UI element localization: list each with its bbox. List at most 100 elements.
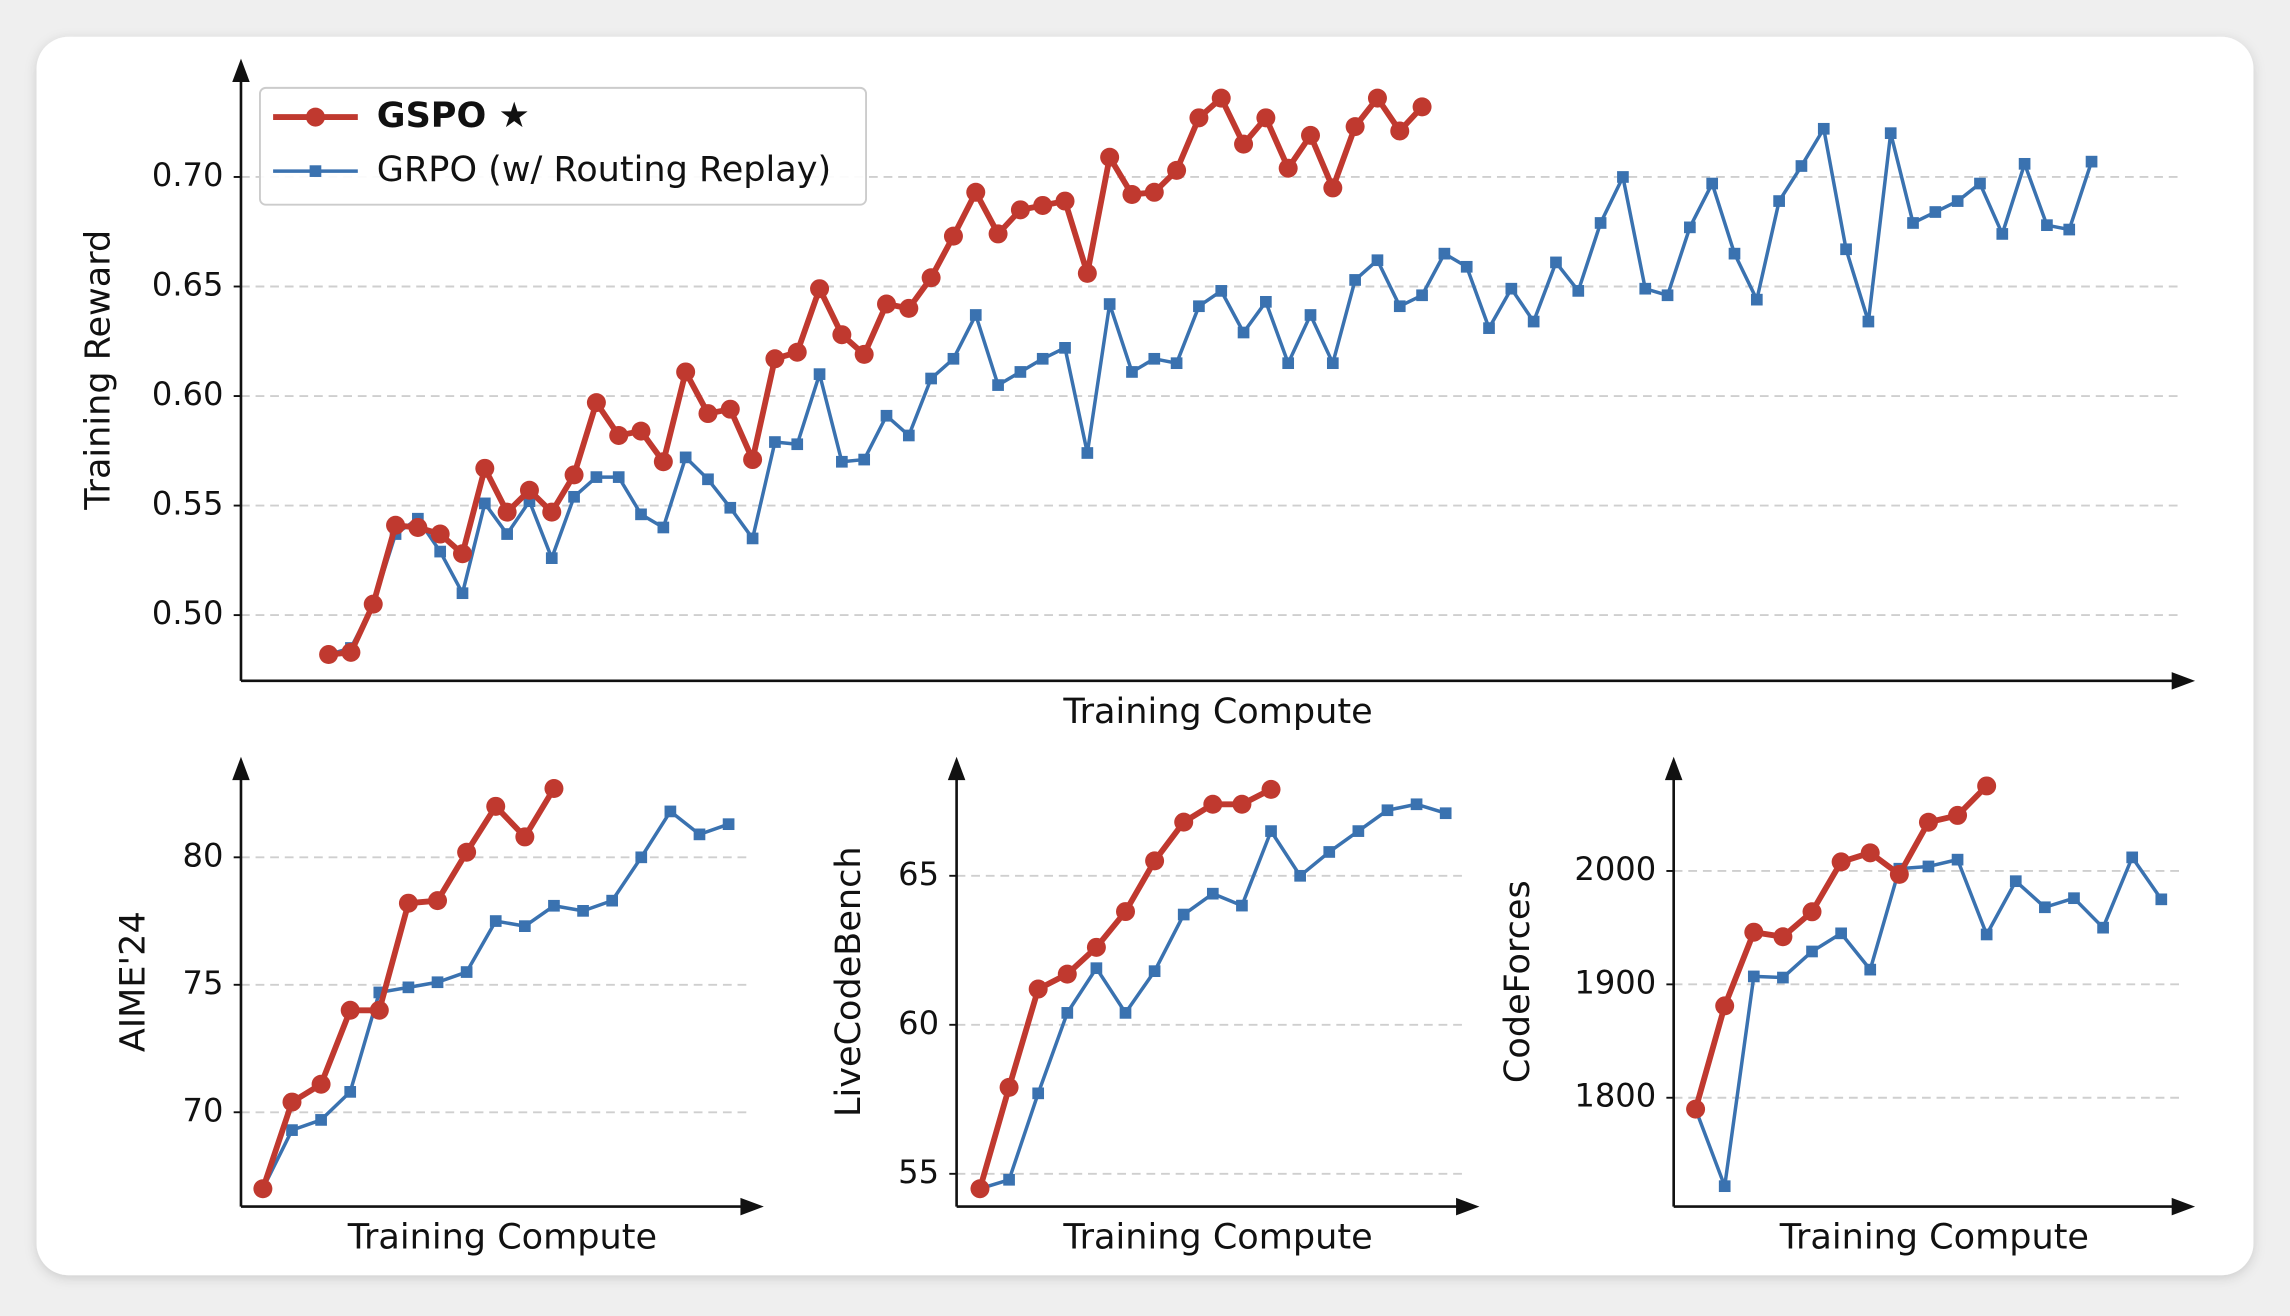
point: [1412, 97, 1432, 117]
point: [1126, 366, 1138, 378]
point: [969, 309, 982, 321]
point: [1203, 794, 1223, 814]
point: [2039, 901, 2051, 914]
point: [1323, 178, 1343, 198]
x-arrow: [1456, 1197, 1480, 1216]
point: [1686, 1099, 1706, 1119]
point: [1077, 263, 1097, 283]
y-axis-label: AIME'24: [112, 911, 153, 1052]
point: [1977, 776, 1997, 796]
point: [544, 778, 564, 798]
y-tick-label: 65: [898, 855, 939, 893]
point: [1367, 88, 1387, 108]
point: [813, 368, 826, 380]
x-axis-label: Training Compute: [1062, 1217, 1372, 1258]
point: [722, 818, 735, 831]
point: [635, 851, 648, 864]
point: [1144, 182, 1164, 202]
y-tick-label: 75: [183, 964, 224, 1002]
point: [943, 226, 963, 246]
point: [1260, 295, 1272, 308]
point: [2097, 921, 2109, 934]
point: [489, 915, 502, 927]
point: [693, 828, 706, 841]
point: [2085, 155, 2098, 168]
point: [542, 502, 562, 522]
point: [1884, 127, 1897, 139]
point: [430, 524, 450, 544]
point: [1381, 804, 1394, 817]
legend-label: GSPO ★: [377, 95, 530, 136]
point: [765, 349, 785, 369]
y-tick-label: 70: [183, 1091, 224, 1129]
point: [947, 352, 960, 365]
y-tick-label: 0.50: [152, 594, 224, 632]
point: [586, 393, 606, 413]
point: [1460, 260, 1473, 273]
point: [1661, 289, 1674, 302]
point: [832, 325, 852, 345]
point: [1036, 352, 1049, 365]
point: [1236, 899, 1248, 912]
point: [1215, 285, 1228, 297]
point: [1773, 927, 1793, 947]
point: [1860, 843, 1880, 863]
point: [1817, 122, 1830, 135]
point: [428, 891, 448, 911]
point: [497, 502, 517, 522]
point: [1261, 779, 1281, 799]
point: [460, 966, 473, 978]
point: [1483, 322, 1495, 334]
y-tick-label: 0.55: [152, 485, 224, 523]
point: [363, 594, 383, 614]
point: [1684, 221, 1696, 234]
point: [2063, 223, 2076, 236]
point: [1061, 1007, 1074, 1019]
point: [1352, 825, 1365, 837]
point: [698, 404, 718, 424]
y-tick-label: 80: [183, 836, 224, 874]
point: [635, 508, 647, 521]
point: [724, 501, 737, 514]
point: [854, 344, 874, 364]
point: [1390, 121, 1410, 141]
x-axis-label: Training Compute: [1062, 691, 1372, 732]
y-arrow: [232, 756, 250, 781]
point: [1081, 447, 1094, 459]
point: [1014, 366, 1027, 378]
point: [1831, 852, 1851, 872]
point: [1929, 206, 1942, 218]
point: [606, 894, 619, 907]
point: [577, 905, 589, 917]
y-tick-label: 55: [898, 1153, 939, 1191]
point: [1170, 357, 1183, 370]
point: [2041, 219, 2053, 232]
point: [858, 453, 871, 466]
legend-label: GRPO (w/ Routing Replay): [377, 149, 831, 190]
x-axis-label: Training Compute: [1779, 1217, 2089, 1258]
point: [1033, 195, 1053, 215]
point: [676, 362, 696, 382]
point: [2018, 157, 2031, 170]
point: [1349, 274, 1361, 286]
point: [769, 436, 781, 448]
point: [519, 480, 539, 500]
point: [746, 532, 759, 545]
point: [1572, 285, 1585, 297]
point: [1951, 195, 1964, 207]
point: [1715, 996, 1735, 1016]
point: [1148, 965, 1161, 978]
point: [1948, 805, 1968, 825]
point: [1594, 217, 1607, 229]
point: [1119, 1007, 1132, 1019]
point: [1167, 160, 1187, 180]
legend-marker: [309, 165, 322, 177]
point: [2155, 893, 2168, 906]
point: [453, 544, 472, 564]
point: [1032, 1087, 1045, 1100]
point: [1294, 869, 1306, 882]
point: [486, 796, 506, 816]
point: [1806, 945, 1818, 958]
point: [457, 842, 477, 862]
